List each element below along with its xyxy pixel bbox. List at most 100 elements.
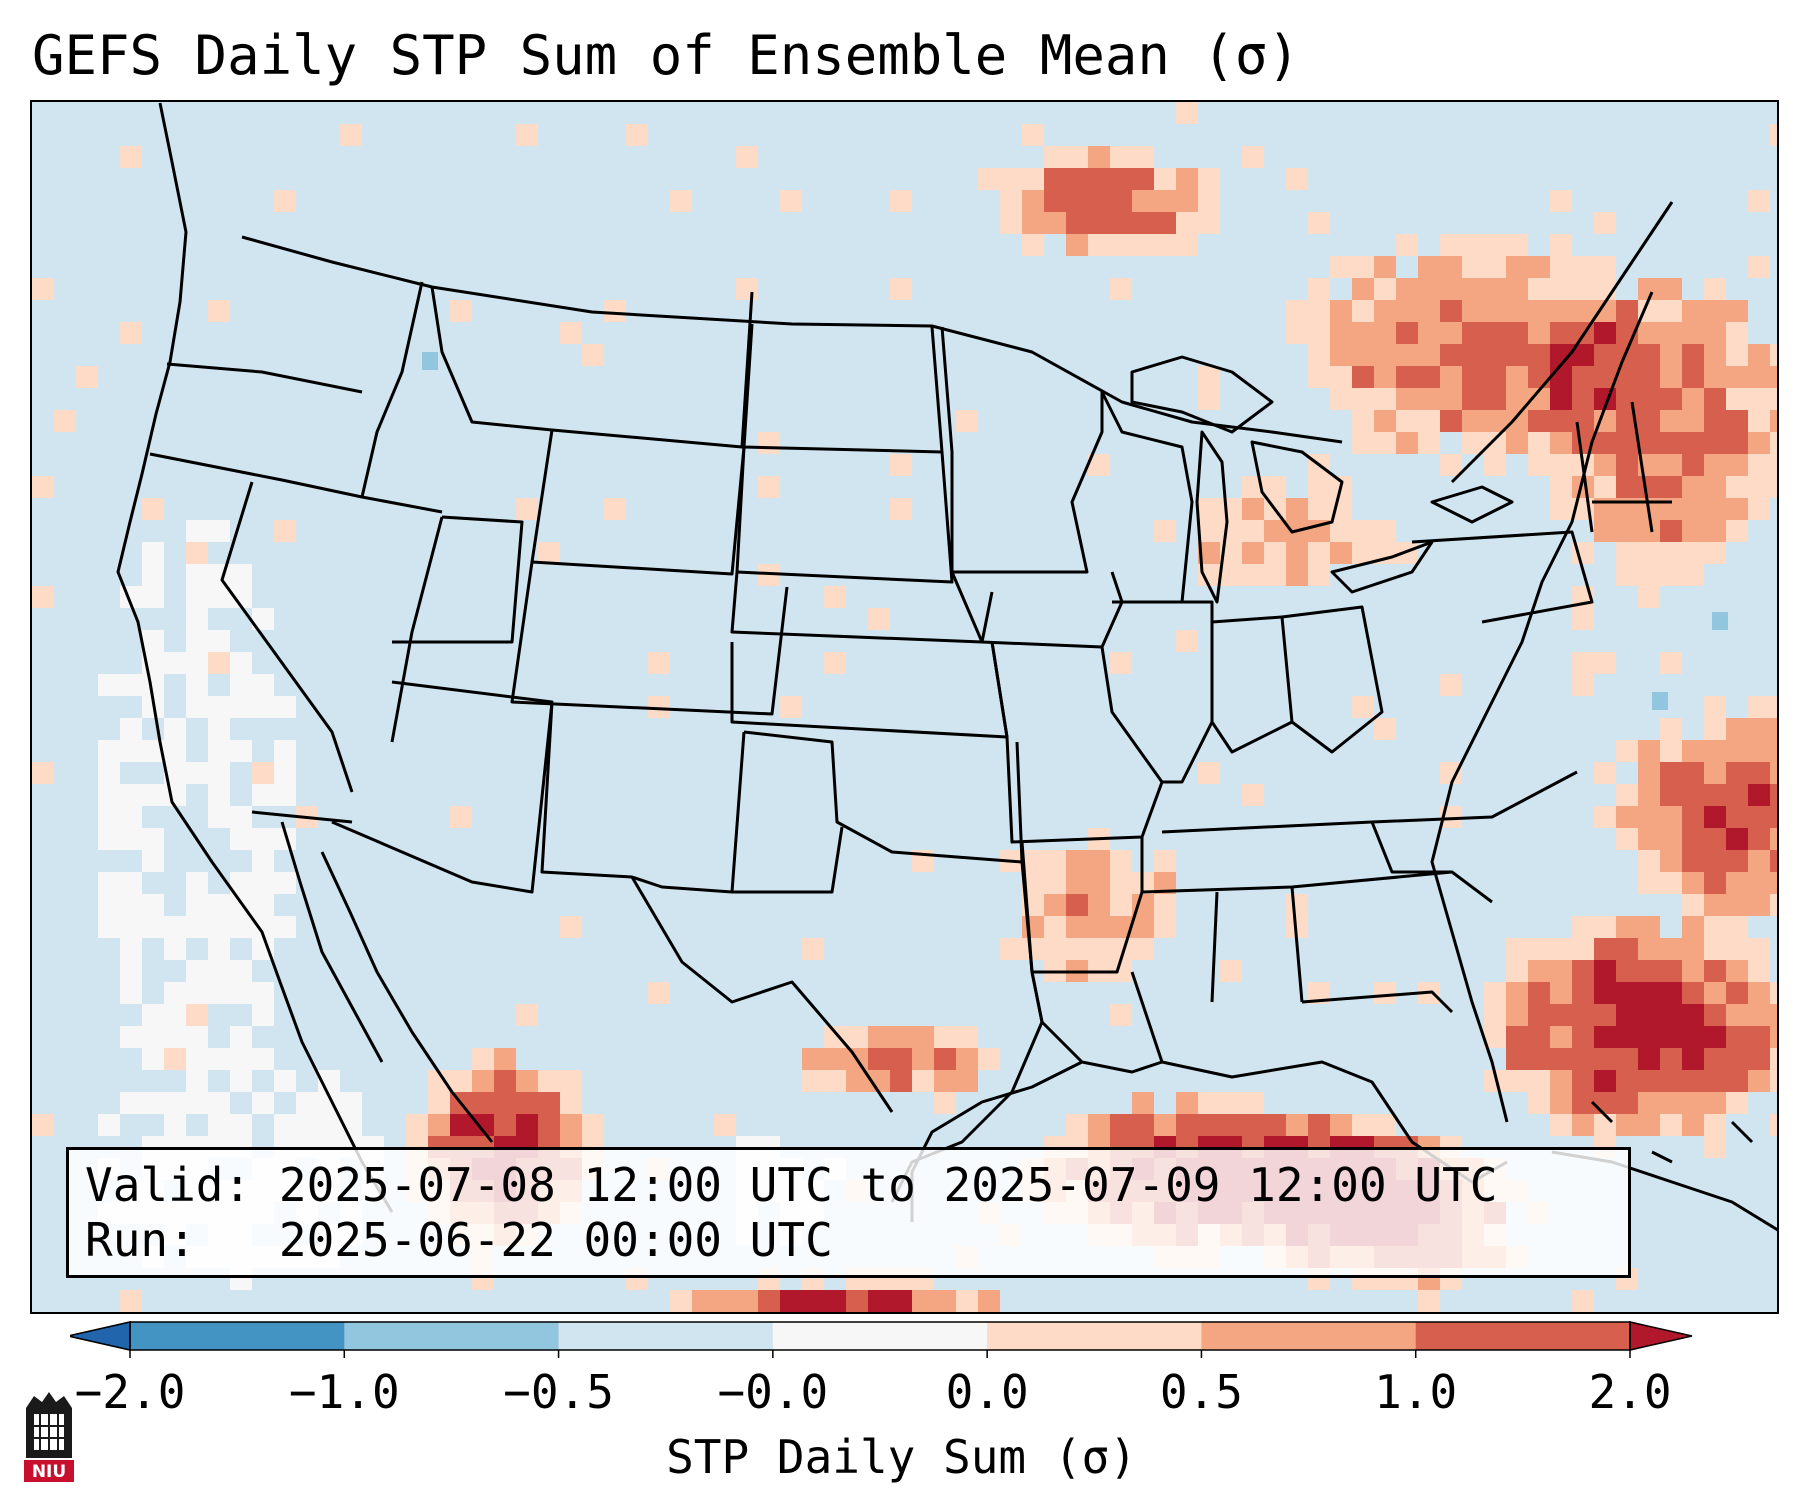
anomaly-cell [1088, 938, 1110, 960]
anomaly-map[interactable] [30, 100, 1779, 1314]
anomaly-cell [1704, 366, 1726, 388]
kentucky-tennessee-line [1161, 770, 1578, 834]
anomaly-cell [1638, 1048, 1660, 1070]
anomaly-cell [1506, 982, 1528, 1004]
anomaly-cell [274, 762, 296, 784]
anomaly-cell [1660, 344, 1682, 366]
anomaly-cell [1572, 916, 1594, 938]
anomaly-cell [1484, 300, 1506, 322]
anomaly-cell [1418, 432, 1440, 454]
anomaly-cell [1660, 542, 1682, 564]
anomaly-cell [1748, 982, 1770, 1004]
anomaly-cell [1704, 278, 1726, 300]
anomaly-cell [186, 982, 208, 1004]
anomaly-cell [1506, 1048, 1528, 1070]
anomaly-cell [1462, 256, 1484, 278]
anomaly-cell [1726, 784, 1748, 806]
anomaly-cell [1638, 1026, 1660, 1048]
anomaly-cell [274, 916, 296, 938]
anomaly-cell [1352, 256, 1374, 278]
anomaly-cell [1528, 938, 1550, 960]
anomaly-cell [1660, 1004, 1682, 1026]
anomaly-cell [890, 454, 912, 476]
anomaly-cell [1506, 432, 1528, 454]
anomaly-cell [1418, 1290, 1440, 1312]
anomaly-cell [120, 1290, 142, 1312]
anomaly-cell [538, 1070, 560, 1092]
anomaly-cell [274, 1114, 296, 1136]
anomaly-cell [1616, 1026, 1638, 1048]
anomaly-cell [1682, 1026, 1704, 1048]
anomaly-cell [1660, 718, 1682, 740]
anomaly-cell [1374, 410, 1396, 432]
anomaly-cell [1572, 1048, 1594, 1070]
carolinas-line [1370, 821, 1493, 904]
anomaly-cell [648, 696, 670, 718]
anomaly-cell [1748, 696, 1770, 718]
anomaly-cell [1770, 718, 1777, 740]
anomaly-cell [1616, 432, 1638, 454]
anomaly-cell [1748, 1004, 1770, 1026]
anomaly-cell [1572, 410, 1594, 432]
anomaly-cell [1484, 1004, 1506, 1026]
anomaly-cell [1154, 916, 1176, 938]
anomaly-cell [1770, 388, 1777, 410]
anomaly-cell [1660, 454, 1682, 476]
anomaly-cell [1374, 300, 1396, 322]
anomaly-cell [1682, 784, 1704, 806]
anomaly-cell [1462, 388, 1484, 410]
anomaly-cell [1044, 212, 1066, 234]
anomaly-cell [1594, 410, 1616, 432]
anomaly-cell [1594, 212, 1616, 234]
anomaly-cell [1264, 542, 1286, 564]
anomaly-cell [1638, 410, 1660, 432]
anomaly-cell [1110, 872, 1132, 894]
anomaly-cell [1506, 410, 1528, 432]
anomaly-cell [120, 894, 142, 916]
anomaly-cell [1682, 828, 1704, 850]
anomaly-cell [1550, 410, 1572, 432]
anomaly-cell [1462, 234, 1484, 256]
anomaly-cell [1616, 1114, 1638, 1136]
anomaly-cell [230, 916, 252, 938]
anomaly-cell [1682, 498, 1704, 520]
anomaly-cell [142, 784, 164, 806]
anomaly-cell [1506, 322, 1528, 344]
anomaly-cell [1066, 894, 1088, 916]
anomaly-cell [208, 916, 230, 938]
anomaly-cell [142, 498, 164, 520]
anomaly-cell [516, 498, 538, 520]
anomaly-cell [758, 1290, 780, 1312]
anomaly-cell [472, 1070, 494, 1092]
anomaly-cell [1198, 168, 1220, 190]
anomaly-cell [186, 542, 208, 564]
anomaly-cell [1704, 894, 1726, 916]
anomaly-cell [1572, 1070, 1594, 1092]
anomaly-cell [1726, 366, 1748, 388]
anomaly-cell [1044, 146, 1066, 168]
anomaly-cell [1044, 850, 1066, 872]
anomaly-cell [1660, 960, 1682, 982]
anomaly-cell [824, 1048, 846, 1070]
anomaly-cell [670, 1290, 692, 1312]
anomaly-cell [1308, 278, 1330, 300]
anomaly-cell [1220, 542, 1242, 564]
anomaly-cell [1044, 938, 1066, 960]
anomaly-cell [516, 124, 538, 146]
anomaly-cell [1726, 1048, 1748, 1070]
colorbar-bin [987, 1322, 1202, 1350]
anomaly-cell [1770, 1004, 1777, 1026]
anomaly-cell [1418, 322, 1440, 344]
anomaly-cell [274, 828, 296, 850]
anomaly-cell [1616, 1004, 1638, 1026]
anomaly-cell [230, 696, 252, 718]
anomaly-cell [1704, 850, 1726, 872]
anomaly-cell [1704, 872, 1726, 894]
anomaly-cell [1330, 300, 1352, 322]
anomaly-cell [1352, 322, 1374, 344]
anomaly-cell [802, 1048, 824, 1070]
anomaly-cell [1462, 278, 1484, 300]
anomaly-cell [1682, 850, 1704, 872]
anomaly-cell [582, 1114, 604, 1136]
anomaly-cell [208, 630, 230, 652]
